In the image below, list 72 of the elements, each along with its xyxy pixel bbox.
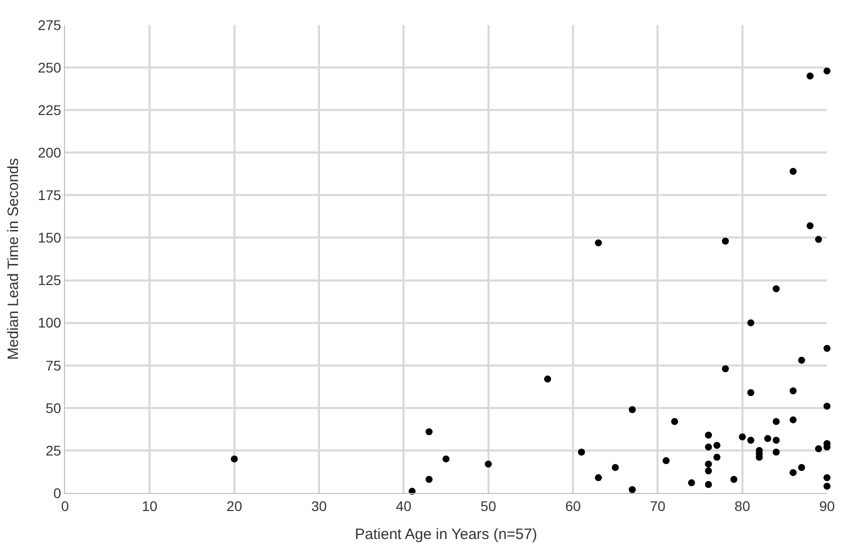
point [772, 418, 780, 426]
point [824, 482, 830, 490]
y-tick-label: 250 [38, 59, 62, 76]
y-tick-label: 125 [38, 272, 62, 288]
y-tick-label: 100 [38, 314, 62, 331]
y-tick-label: 275 [38, 16, 62, 33]
x-tick-label: 20 [226, 498, 242, 514]
point [730, 476, 738, 483]
point [594, 474, 602, 482]
point [798, 464, 806, 471]
point [662, 457, 670, 464]
x-tick-label: 90 [819, 498, 835, 514]
point [578, 448, 585, 456]
point [628, 486, 636, 494]
y-tick-label: 200 [38, 144, 62, 161]
point [704, 480, 712, 488]
x-tick-label: 60 [565, 498, 581, 514]
point [442, 455, 450, 462]
point [747, 319, 754, 326]
point [824, 402, 830, 410]
point [713, 442, 720, 449]
x-axis-title: Patient Age in Years (n=57) [354, 526, 538, 543]
y-tick-label: 75 [46, 357, 62, 374]
point [722, 238, 729, 245]
point [806, 72, 814, 80]
point [544, 375, 552, 382]
point [738, 433, 746, 440]
point [704, 432, 712, 439]
point [230, 455, 238, 462]
y-tick-label: 150 [38, 230, 62, 246]
point [815, 236, 822, 243]
point [790, 168, 797, 175]
point [772, 285, 780, 292]
point [772, 448, 780, 456]
point [772, 436, 780, 444]
point [704, 467, 712, 474]
point [798, 356, 806, 364]
point [824, 67, 830, 74]
point [704, 460, 712, 468]
point [628, 406, 636, 414]
point [824, 344, 830, 352]
point [790, 387, 797, 394]
x-tick-label: 80 [734, 498, 750, 514]
point [790, 416, 797, 424]
point [688, 479, 696, 486]
y-tick-label: 225 [38, 102, 62, 118]
point [806, 222, 814, 230]
point [747, 389, 754, 396]
y-tick-label: 0 [53, 484, 62, 501]
point [764, 435, 772, 442]
point [484, 460, 492, 468]
point [713, 454, 720, 461]
point [704, 444, 712, 451]
point [426, 428, 433, 436]
x-tick-label: 50 [480, 498, 496, 514]
y-tick-label: 50 [46, 400, 62, 416]
point [594, 239, 602, 246]
x-tick-label: 30 [311, 498, 327, 514]
point [790, 469, 797, 476]
point [815, 445, 822, 452]
x-tick-label: 70 [650, 498, 666, 514]
y-axis-title: Median Lead Time in Seconds [5, 158, 22, 360]
y-tick-label: 175 [38, 187, 62, 204]
point [612, 464, 619, 471]
point [426, 476, 433, 483]
point [671, 418, 678, 426]
point [824, 474, 830, 482]
point [747, 436, 754, 444]
x-tick-label: 10 [142, 498, 158, 514]
x-tick-label: 40 [396, 498, 412, 514]
y-tick-label: 25 [46, 442, 62, 458]
point [722, 365, 729, 372]
